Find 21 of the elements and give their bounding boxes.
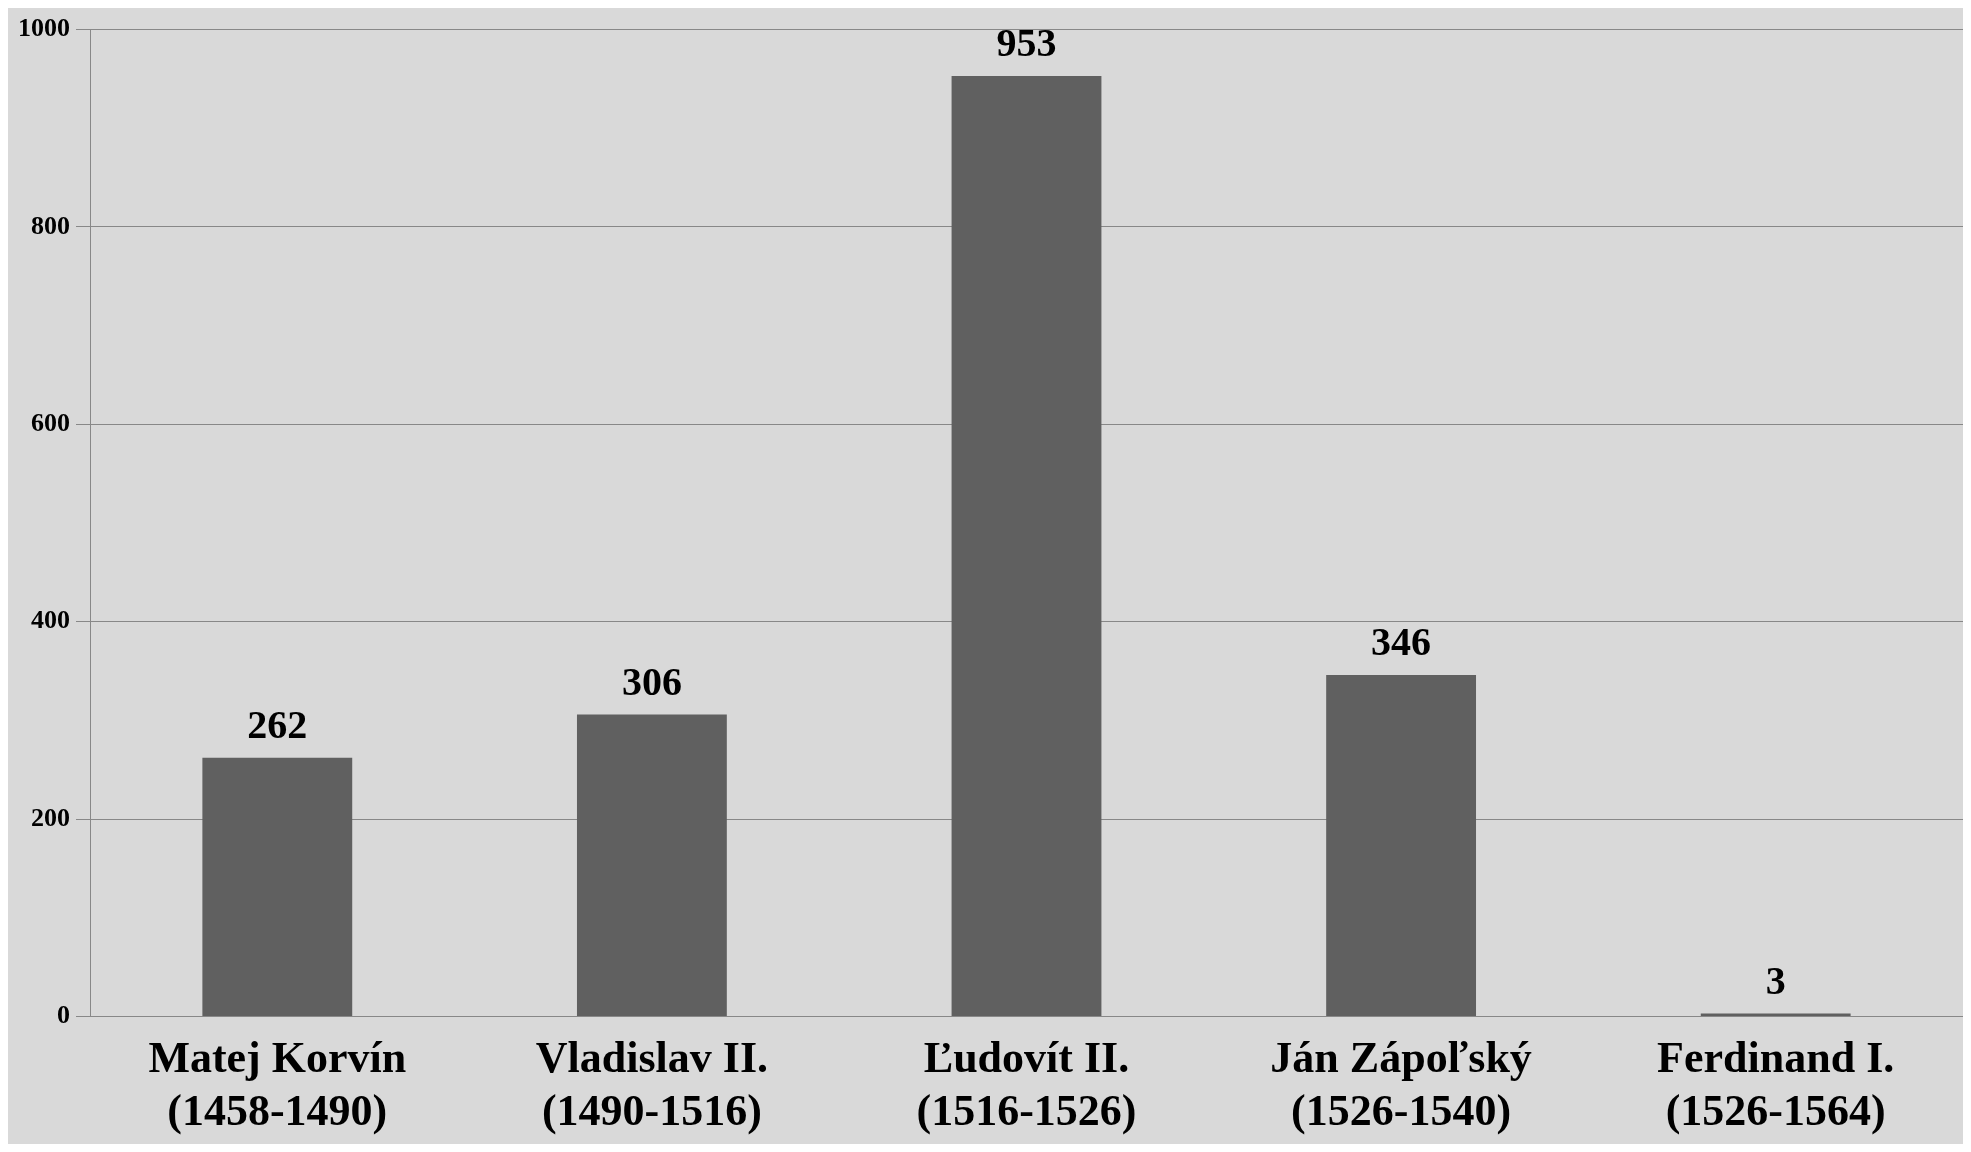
y-tick-label: 600 — [31, 408, 70, 438]
y-tick-label: 0 — [57, 1000, 70, 1030]
bar — [576, 714, 727, 1016]
data-label: 306 — [621, 658, 682, 704]
bar — [202, 757, 353, 1016]
x-tick-label: Ferdinand I. (1526-1564) — [1657, 1033, 1895, 1135]
bar — [1326, 674, 1477, 1016]
data-label: 3 — [1765, 957, 1786, 1003]
x-tick-label: Matej Korvín (1458-1490) — [148, 1033, 407, 1135]
bar — [951, 75, 1102, 1016]
data-label: 346 — [1371, 619, 1432, 665]
x-tick-label: Vladislav II. (1490-1516) — [535, 1033, 769, 1135]
y-tick-label: 400 — [31, 605, 70, 635]
data-label: 262 — [247, 702, 308, 748]
data-label: 953 — [996, 20, 1057, 66]
x-tick-label: Ján Zápoľský (1526-1540) — [1270, 1033, 1532, 1135]
bar — [1700, 1013, 1851, 1016]
x-tick-label: Ľudovít II. (1516-1526) — [916, 1033, 1137, 1135]
y-tick-label: 800 — [31, 210, 70, 240]
y-tick-label: 200 — [31, 802, 70, 832]
y-tick-label: 1000 — [18, 13, 70, 43]
